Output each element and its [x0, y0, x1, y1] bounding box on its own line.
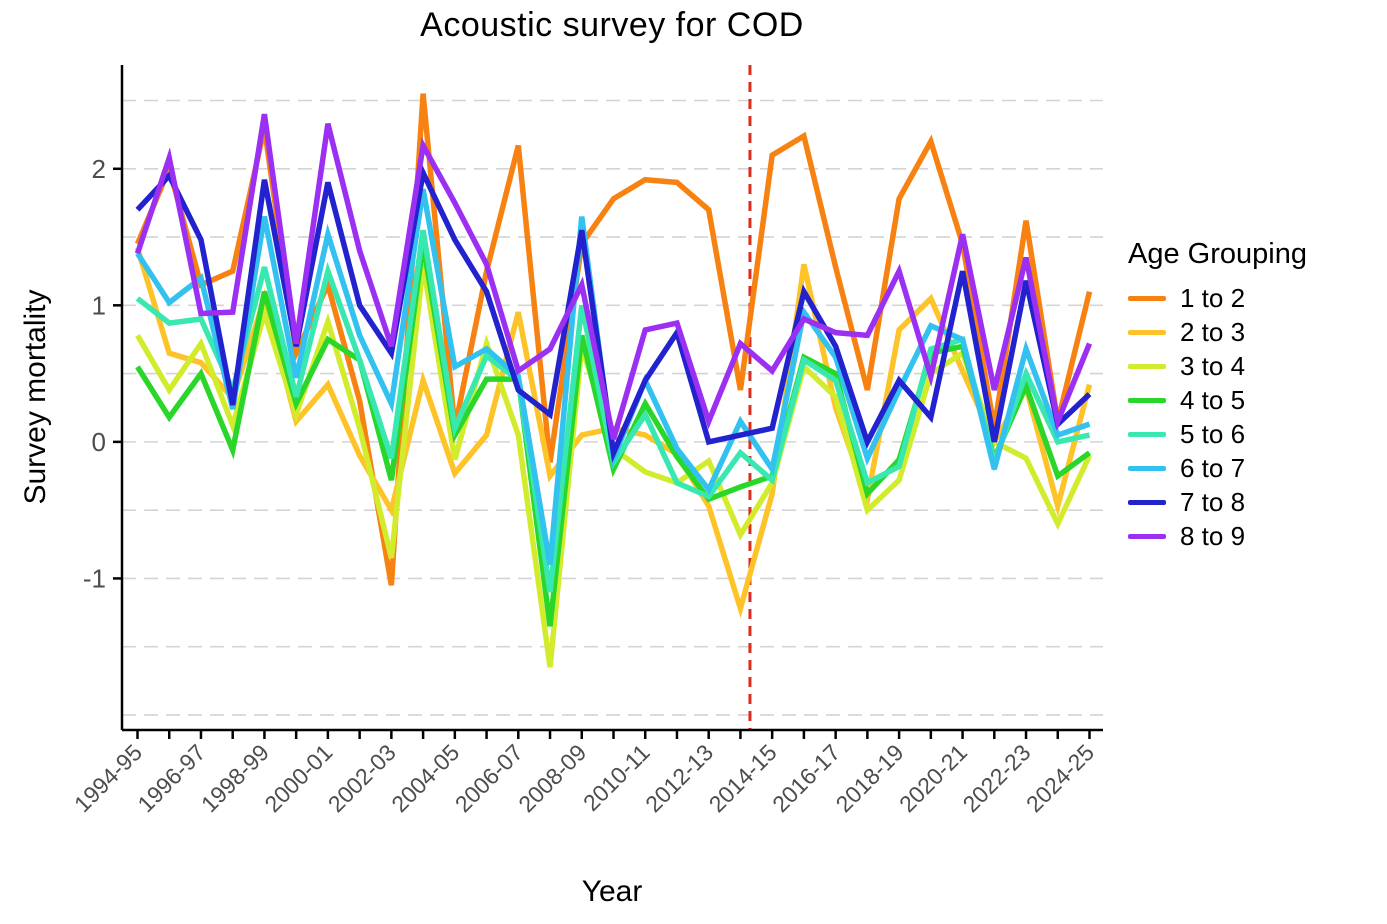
legend-title: Age Grouping — [1128, 238, 1307, 270]
legend-item: 8 to 9 — [1128, 519, 1307, 553]
legend-swatch — [1128, 295, 1166, 301]
series-line-7-to-8 — [135, 163, 1092, 463]
y-tick-label: 1 — [92, 290, 106, 320]
legend-label: 6 to 7 — [1180, 452, 1246, 483]
legend-swatch — [1128, 363, 1166, 369]
x-tick-label: 2016-17 — [767, 739, 845, 817]
x-tick-label: 2006-07 — [450, 739, 528, 817]
x-axis-title: Year — [581, 875, 643, 908]
legend-swatch — [1128, 397, 1166, 403]
x-tick-label: 2020-21 — [894, 739, 972, 817]
y-tick-label: 0 — [92, 427, 106, 457]
x-tick-label: 2002-03 — [323, 739, 401, 817]
legend-label: 7 to 8 — [1180, 486, 1246, 517]
legend-item: 3 to 4 — [1128, 349, 1307, 383]
x-tick-label: 2008-09 — [513, 739, 591, 817]
legend-item: 7 to 8 — [1128, 485, 1307, 519]
legend-swatch — [1128, 499, 1166, 505]
legend-swatch — [1128, 329, 1166, 335]
x-tick-label: 2018-19 — [831, 739, 909, 817]
legend-label: 1 to 2 — [1180, 282, 1246, 313]
y-tick-label: -1 — [83, 563, 106, 593]
series-line-1-to-2 — [134, 93, 1093, 586]
x-tick-label: 2024-25 — [1021, 739, 1099, 817]
legend-item: 4 to 5 — [1128, 383, 1307, 417]
y-tick-label: 2 — [92, 154, 106, 184]
x-tick-label: 1994-95 — [69, 739, 147, 817]
legend-swatch — [1128, 465, 1166, 471]
legend-swatch — [1128, 533, 1166, 539]
legend-item: 1 to 2 — [1128, 281, 1307, 315]
legend-item: 6 to 7 — [1128, 451, 1307, 485]
x-tick-label: 1996-97 — [132, 739, 210, 817]
x-tick-label: 2022-23 — [957, 739, 1035, 817]
x-tick-label: 2004-05 — [386, 739, 464, 817]
legend-item: 5 to 6 — [1128, 417, 1307, 451]
legend-label: 3 to 4 — [1180, 350, 1246, 381]
x-tick-label: 2010-11 — [578, 739, 655, 816]
x-tick-label: 2000-01 — [259, 739, 337, 817]
chart-title: Acoustic survey for COD — [420, 6, 804, 44]
legend-label: 5 to 6 — [1180, 418, 1246, 449]
legend-label: 8 to 9 — [1180, 520, 1246, 551]
legend-label: 2 to 3 — [1180, 316, 1246, 347]
legend-swatch — [1128, 431, 1166, 437]
series-line-8-to-9 — [134, 113, 1093, 440]
x-tick-label: 2014-15 — [704, 739, 782, 817]
legend-label: 4 to 5 — [1180, 384, 1246, 415]
x-tick-label: 1998-99 — [196, 739, 274, 817]
legend-item: 2 to 3 — [1128, 315, 1307, 349]
x-tick-label: 2012-13 — [640, 739, 718, 817]
